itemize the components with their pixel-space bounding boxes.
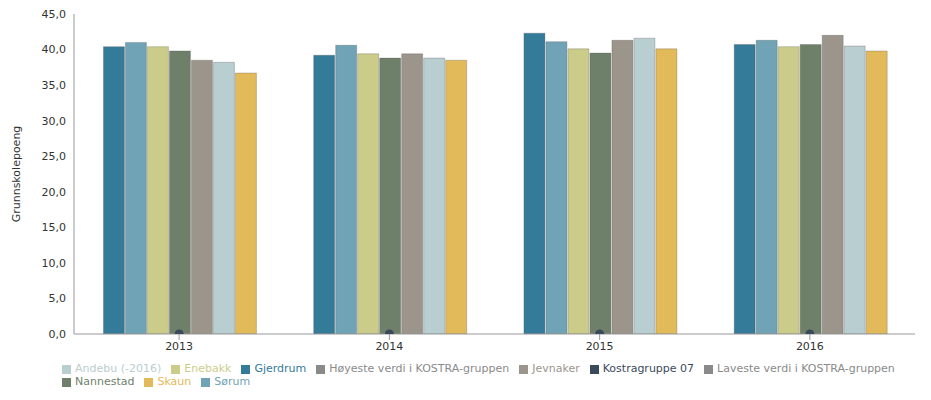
html-text:Nannestad: Nannestad xyxy=(75,375,135,388)
svg-text:0,0: 0,0 xyxy=(49,328,67,341)
svg-text:35,0: 35,0 xyxy=(42,79,67,92)
html-text:Andebu (-2016): Andebu (-2016) xyxy=(75,362,162,375)
svg-text:30,0: 30,0 xyxy=(42,115,67,128)
html-text:Sørum: Sørum xyxy=(214,375,251,388)
svg-text:2015: 2015 xyxy=(586,340,614,353)
svg-text:20,0: 20,0 xyxy=(42,186,67,199)
svg-text:40,0: 40,0 xyxy=(42,43,67,56)
html-text:Laveste verdi i KOSTRA-gruppen: Laveste verdi i KOSTRA-gruppen xyxy=(717,362,895,375)
html-text:Jevnaker: Jevnaker xyxy=(532,362,580,375)
svg-text:10,0: 10,0 xyxy=(42,257,67,270)
svg-text:2016: 2016 xyxy=(796,340,824,353)
svg-text:2013: 2013 xyxy=(165,340,193,353)
html-text:Enebakk: Enebakk xyxy=(184,362,232,375)
svg-text:45,0: 45,0 xyxy=(42,8,67,21)
svg-text:15,0: 15,0 xyxy=(42,221,67,234)
svg-text:5,0: 5,0 xyxy=(49,292,67,305)
html-text:Høyeste verdi i KOSTRA-gruppen: Høyeste verdi i KOSTRA-gruppen xyxy=(329,362,510,375)
html-text:Gjerdrum: Gjerdrum xyxy=(254,362,307,375)
svg-text:2014: 2014 xyxy=(375,340,403,353)
html-text:Kostragruppe 07: Kostragruppe 07 xyxy=(602,362,695,375)
svg-text:25,0: 25,0 xyxy=(42,150,67,163)
html-text:Skaun: Skaun xyxy=(157,375,192,388)
svg-text:Grunnskolepoeng: Grunnskolepoeng xyxy=(10,126,23,223)
